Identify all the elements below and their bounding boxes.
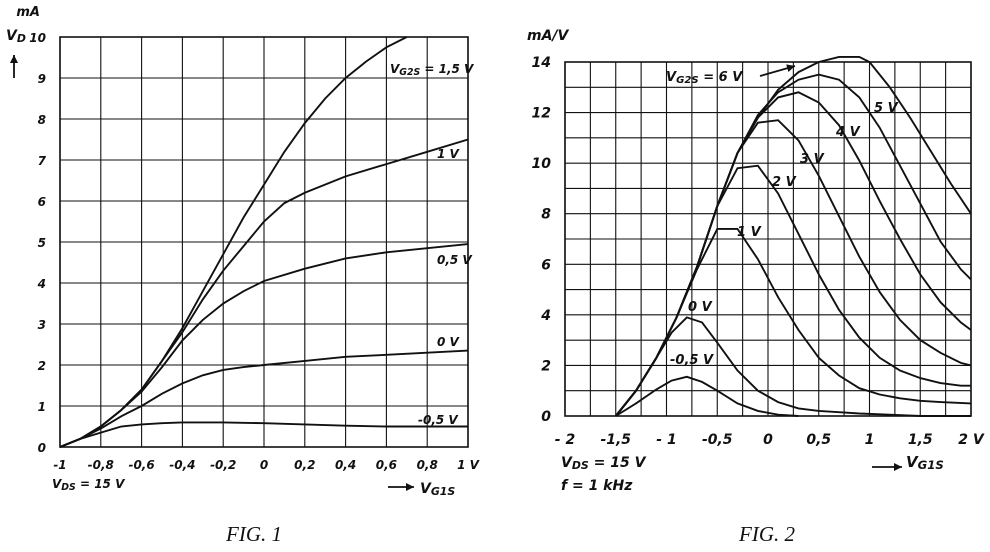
fig1-labels: -1 -0,8 -0,6 -0,4 -0,2 0 0,2 0,4 0,6 0,8 1 V 0 1 2 3 4 5… xyxy=(6,5,481,546)
fig1-x-arrow xyxy=(388,483,414,491)
fig1-xtick-label: 0 xyxy=(260,458,268,472)
fig2-xtick-label: -1,5 xyxy=(600,432,631,448)
fig1-series-label: 1 V xyxy=(437,147,461,161)
fig1-xtick-label: -1 xyxy=(53,458,66,472)
fig2-series-label: 5 V xyxy=(874,101,899,116)
fig1-xtick-label: 0,8 xyxy=(417,458,438,472)
fig1-chart: -1 -0,8 -0,6 -0,4 -0,2 0 0,2 0,4 0,6 0,8 1 V 0 1 2 3 4 5… xyxy=(6,5,481,546)
fig1-series-0-v xyxy=(59,349,469,448)
fig1-annotation-vds: VDS = 15 V xyxy=(52,477,126,493)
fig2-xtick-label: 2 V xyxy=(958,432,985,448)
fig2-series-1-v xyxy=(615,227,972,417)
fig2-series-label: 4 V xyxy=(835,125,861,140)
fig2-ytick-label: 10 xyxy=(532,156,552,172)
fig1-ytick-label: 2 xyxy=(38,359,46,373)
fig1-ytick-label: 10 xyxy=(29,31,46,45)
fig2-xtick-label: 1,5 xyxy=(908,432,933,448)
fig1-xtick-label: -0,4 xyxy=(169,458,195,472)
fig1-xtick-label: -0,8 xyxy=(88,458,114,472)
fig2-labels: - 2 -1,5 - 1 -0,5 0 0,5 1 1,5 2 V 0 2 4 6 8 10 12 14 mA/V… xyxy=(527,28,985,546)
fig2-grid xyxy=(564,61,972,417)
fig2-series-label: 1 V xyxy=(737,225,762,240)
fig2-series-label: 3 V xyxy=(800,152,825,167)
fig2-plot-frame xyxy=(564,61,972,417)
fig2-xtick-label: -0,5 xyxy=(702,432,733,448)
fig1-xtick-label: 1 V xyxy=(457,458,481,472)
fig1-xtick-label: -0,6 xyxy=(128,458,154,472)
fig1-ytick-label: 0 xyxy=(38,441,46,455)
fig2-x-label: VG1S xyxy=(906,453,944,472)
fig2-series-label: 0 V xyxy=(688,300,713,315)
fig2-chart: - 2 -1,5 - 1 -0,5 0 0,5 1 1,5 2 V 0 2 4 6 8 10 12 14 mA/V… xyxy=(527,28,985,546)
fig2-ytick-label: 6 xyxy=(541,257,551,273)
fig1-series-0-5-v xyxy=(59,243,469,448)
fig1-plot-frame xyxy=(59,36,469,448)
fig1-curves xyxy=(59,36,469,448)
fig1-ytick-label: 4 xyxy=(37,277,46,291)
fig1-xtick-label: 0,6 xyxy=(376,458,397,472)
fig1-xtick-label: 0,4 xyxy=(335,458,356,472)
fig1-ytick-label: 5 xyxy=(38,236,46,250)
fig1-ytick-label: 7 xyxy=(38,154,47,168)
fig2-series-label: VG2S = 6 V xyxy=(666,70,743,86)
fig1-series-label: -0,5 V xyxy=(418,413,459,427)
fig1-y-arrow xyxy=(10,55,18,78)
fig1-x-label: VG1S xyxy=(420,481,455,498)
fig1-ytick-label: 3 xyxy=(38,318,46,332)
fig1-ytick-label: 1 xyxy=(38,400,46,414)
fig2-label-arrow xyxy=(759,64,796,77)
fig2-series-label: 2 V xyxy=(772,175,797,190)
fig2-series-label: -0,5 V xyxy=(670,353,714,368)
fig2-ytick-label: 4 xyxy=(540,308,551,324)
fig2-curves xyxy=(615,55,972,417)
fig2-y-unit: mA/V xyxy=(527,28,570,44)
fig2-ytick-label: 0 xyxy=(541,409,551,425)
fig2-annotation-f: f = 1 kHz xyxy=(561,478,633,494)
fig1-ytick-label: 6 xyxy=(38,195,46,209)
fig2-xtick-label: 1 xyxy=(865,432,875,448)
fig2-series-0-v xyxy=(615,316,971,417)
fig1-series-0-5-v xyxy=(59,421,468,448)
fig2-ytick-label: 14 xyxy=(532,55,551,71)
fig2-xtick-label: 0,5 xyxy=(806,432,831,448)
fig2-ytick-label: 2 xyxy=(541,358,551,374)
fig1-series-label: VG2S = 1,5 V xyxy=(390,62,475,78)
fig1-ytick-label: 9 xyxy=(38,72,46,86)
fig2-series-0-5-v xyxy=(615,375,799,417)
fig1-xtick-label: 0,2 xyxy=(294,458,315,472)
fig2-annotation-vds: VDS = 15 V xyxy=(561,455,647,472)
fig2-ytick-label: 12 xyxy=(532,106,551,122)
fig1-xtick-label: -0,2 xyxy=(210,458,236,472)
fig1-series-label: 0,5 V xyxy=(437,253,473,267)
fig1-ytick-label: 8 xyxy=(38,113,46,127)
fig2-xtick-label: 0 xyxy=(763,432,773,448)
fig1-grid xyxy=(59,36,469,448)
fig2-xtick-label: - 2 xyxy=(555,432,575,448)
fig1-y-label: VD xyxy=(6,28,26,45)
fig2-xtick-label: - 1 xyxy=(656,432,676,448)
fig2-caption: FIG. 2 xyxy=(738,522,795,546)
fig2-ytick-label: 8 xyxy=(541,207,551,223)
fig1-caption: FIG. 1 xyxy=(225,522,282,546)
fig2-x-arrow xyxy=(872,463,902,471)
fig1-series-label: 0 V xyxy=(437,335,461,349)
fig1-y-unit: mA xyxy=(16,5,40,20)
